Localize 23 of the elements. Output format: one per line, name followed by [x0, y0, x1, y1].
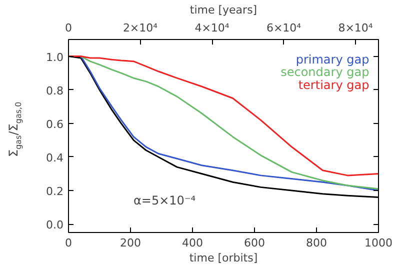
text: primary gap — [296, 52, 370, 67]
y-tick-label: 0.4 — [46, 151, 64, 164]
x2-tick-label: 8×10⁴ — [338, 22, 374, 34]
y-tick-label: 0.8 — [46, 84, 64, 98]
text: tertiary gap — [298, 78, 370, 92]
y-tick-label: 0.0 — [46, 218, 64, 232]
x-tick-label: 1000 — [364, 236, 393, 250]
x2-tick-label: 4×10⁴ — [194, 22, 230, 34]
x-axis-title: time [orbits] — [189, 252, 258, 264]
x-tick-label: 200 — [120, 236, 141, 250]
text: secondary gap — [280, 65, 370, 80]
annotation: α=5×10⁻⁴ — [134, 194, 196, 208]
x2-tick-label: 6×10⁴ — [266, 22, 302, 34]
x-tick-label: 400 — [182, 236, 203, 250]
x-tick-label: 0 — [65, 236, 72, 250]
x2-tick-label: 0 — [65, 22, 72, 34]
x2-tick-label: 2×10⁴ — [122, 22, 158, 34]
y-tick-label: 1.0 — [46, 50, 64, 64]
y-tick-label: 0.6 — [46, 118, 64, 131]
x2-axis-title: time [years] — [190, 4, 258, 16]
x-tick-label: 800 — [306, 236, 327, 250]
y-tick-label: 0.2 — [46, 185, 64, 198]
x-tick-label: 600 — [244, 236, 265, 250]
